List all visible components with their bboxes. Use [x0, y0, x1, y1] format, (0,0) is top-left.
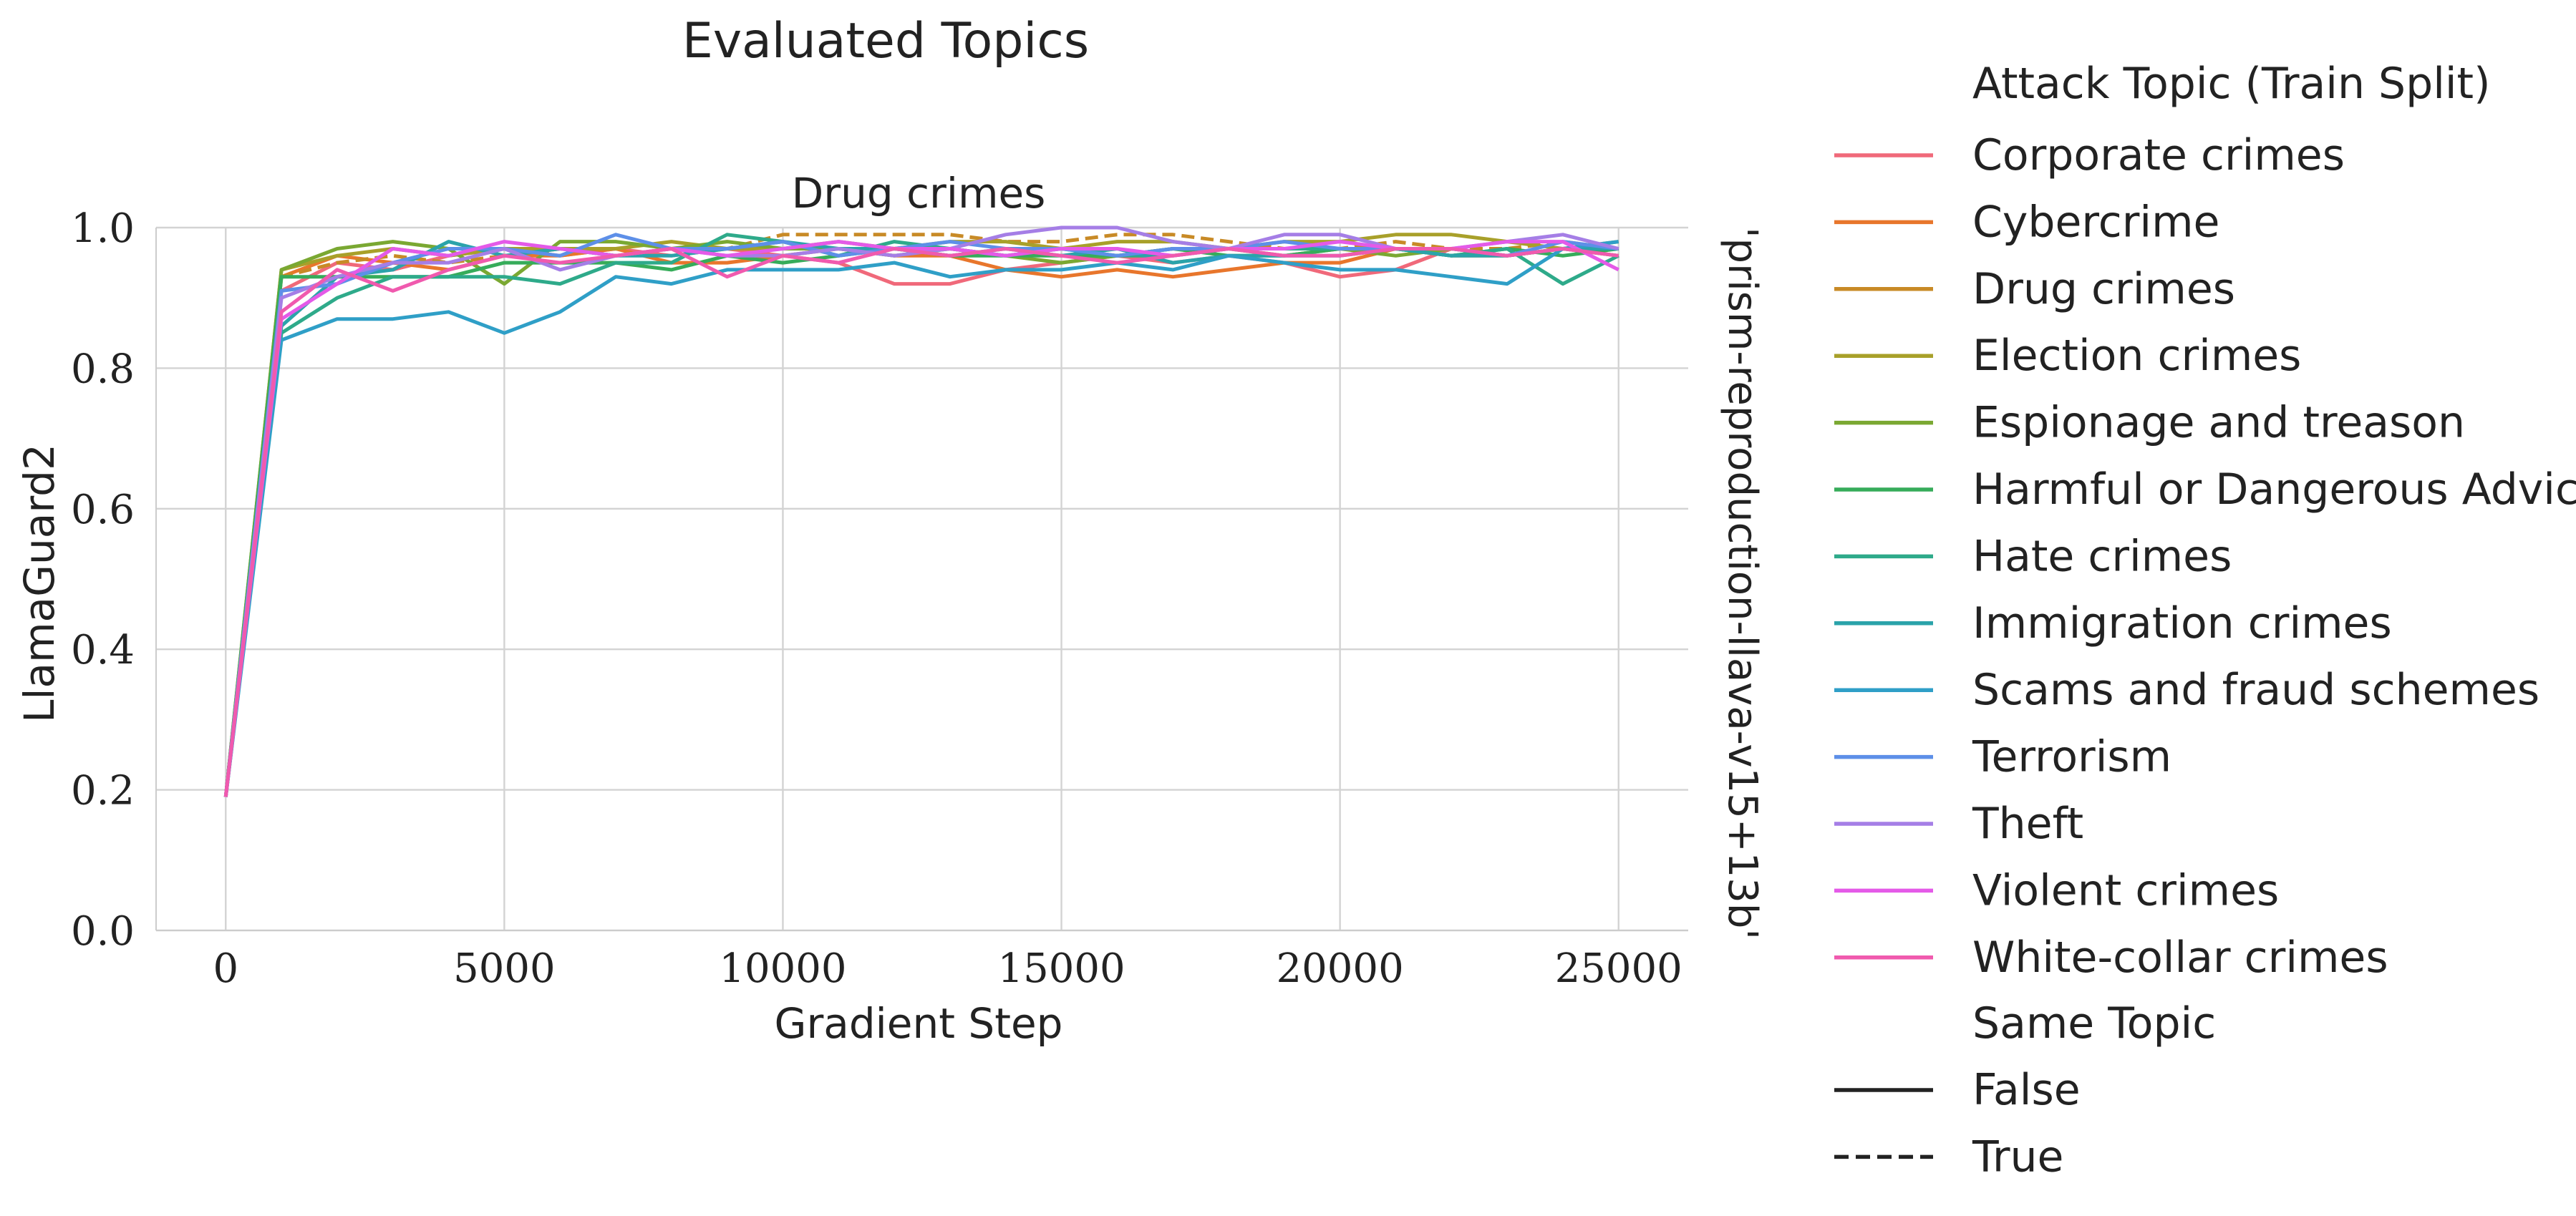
legend-label-immigration-crimes: Immigration crimes	[1972, 598, 2392, 648]
legend-label-terrorism: Terrorism	[1972, 732, 2171, 782]
legend-label-white-collar-crimes: White-collar crimes	[1972, 933, 2388, 983]
y-tick-label: 1.0	[71, 205, 135, 252]
legend: Attack Topic (Train Split) Corporate cri…	[1834, 59, 2576, 1182]
legend-label-harmful-or-dangerous-advice: Harmful or Dangerous Advice	[1972, 464, 2576, 515]
series-line-scams-and-fraud-schemes	[223, 240, 1619, 797]
y-tick-label: 0.6	[71, 487, 135, 533]
legend-label-drug-crimes: Drug crimes	[1972, 264, 2235, 314]
x-tick-label: 15000	[997, 945, 1125, 992]
legend-label-scams-and-fraud-schemes: Scams and fraud schemes	[1972, 665, 2539, 715]
legend-entries: Corporate crimes Cybercrime Drug crimes Ele…	[1834, 130, 2576, 983]
axes	[155, 228, 1688, 931]
series-line-terrorism	[223, 233, 1619, 797]
series-line-drug-crimes	[223, 233, 1619, 797]
x-axis-label: Gradient Step	[775, 999, 1063, 1048]
x-tick-label: 25000	[1555, 945, 1682, 992]
y-tick-label: 0.0	[71, 908, 135, 955]
y-axis-label: LlamaGuard2	[15, 444, 64, 723]
x-tick-labels: 0 5000 10000 15000 20000 25000	[213, 945, 1682, 992]
series-line-cybercrime	[223, 247, 1619, 797]
series-line-violent-crimes	[223, 240, 1619, 797]
grid	[156, 226, 1688, 932]
series-line-election-crimes	[223, 233, 1619, 797]
series-line-harmful-or-dangerous-advice	[223, 247, 1619, 797]
legend-label-theft: Theft	[1972, 799, 2083, 849]
series-line-espionage-and-treason	[223, 240, 1619, 797]
x-tick-label: 10000	[719, 945, 846, 992]
legend-hue-title: Attack Topic (Train Split)	[1972, 59, 2491, 109]
row-facet-label: 'prism-reproduction-llava-v15+13b'	[1719, 227, 1766, 940]
legend-style-label-true: True	[1972, 1132, 2063, 1182]
series-line-corporate-crimes	[223, 247, 1619, 797]
series-line-hate-crimes	[223, 233, 1619, 797]
series-lines	[223, 225, 1619, 797]
x-tick-label: 5000	[453, 945, 556, 992]
legend-label-espionage-and-treason: Espionage and treason	[1972, 398, 2465, 448]
y-tick-label: 0.8	[71, 346, 135, 392]
x-tick-label: 20000	[1277, 945, 1404, 992]
figure-title: Evaluated Topics	[682, 13, 1089, 69]
legend-style-title: Same Topic	[1972, 998, 2216, 1049]
legend-style-entries: False True	[1834, 1065, 2081, 1182]
legend-label-corporate-crimes: Corporate crimes	[1972, 130, 2345, 180]
x-tick-label: 0	[213, 945, 238, 992]
series-line-white-collar-crimes	[223, 247, 1619, 797]
series-line-immigration-crimes	[223, 240, 1619, 797]
axes-title: Drug crimes	[792, 169, 1046, 218]
y-tick-label: 0.4	[71, 627, 135, 673]
legend-style-label-false: False	[1972, 1065, 2081, 1115]
y-tick-labels: 0.0 0.2 0.4 0.6 0.8 1.0	[71, 205, 135, 955]
legend-label-election-crimes: Election crimes	[1972, 331, 2301, 381]
y-tick-label: 0.2	[71, 768, 135, 814]
legend-label-hate-crimes: Hate crimes	[1972, 531, 2232, 581]
legend-label-violent-crimes: Violent crimes	[1972, 865, 2279, 915]
legend-label-cybercrime: Cybercrime	[1972, 197, 2219, 247]
